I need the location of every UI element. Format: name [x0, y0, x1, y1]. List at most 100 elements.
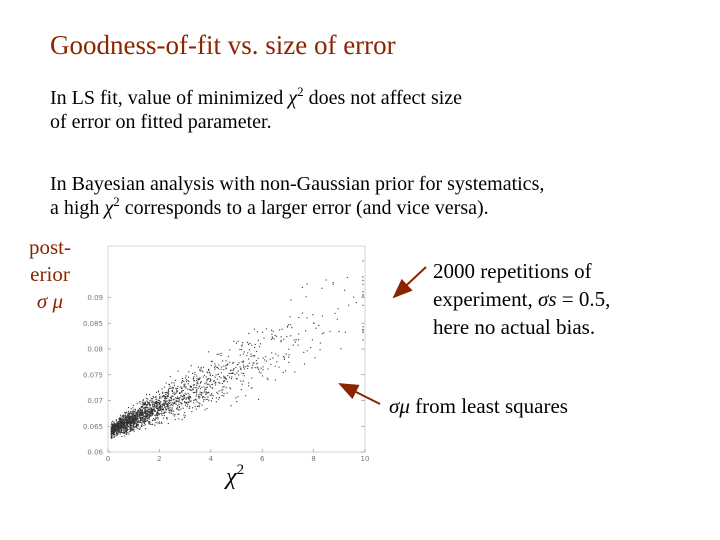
scatter-point: [170, 400, 172, 402]
scatter-point: [336, 318, 338, 320]
scatter-point: [141, 405, 143, 407]
scatter-point: [124, 424, 126, 426]
scatter-point: [155, 402, 157, 404]
y-tick-label-0: 0.06: [87, 449, 103, 457]
scatter-point: [152, 398, 154, 400]
scatter-point: [133, 416, 135, 418]
scatter-point: [136, 420, 138, 422]
scatter-point: [262, 369, 264, 371]
scatter-point: [159, 405, 162, 407]
scatter-point: [256, 362, 258, 364]
scatter-point: [189, 386, 192, 388]
scatter-point: [193, 380, 195, 382]
p1-text-a: In LS fit, value of minimized: [50, 87, 289, 109]
scatter-point: [183, 394, 185, 396]
scatter-point: [121, 424, 123, 426]
scatter-point: [176, 396, 179, 398]
scatter-point: [125, 432, 127, 435]
scatter-point: [152, 402, 154, 404]
scatter-point: [149, 410, 151, 412]
scatter-point: [161, 405, 163, 407]
scatter-point: [128, 420, 130, 422]
scatter-point: [188, 394, 190, 396]
scatter-point: [169, 375, 171, 378]
scatter-point: [178, 401, 180, 403]
scatter-point: [174, 402, 176, 404]
scatter-point: [143, 404, 145, 406]
scatter-point: [125, 429, 127, 431]
scatter-point: [128, 407, 130, 409]
scatter-point: [179, 397, 181, 399]
scatter-point: [210, 360, 213, 362]
scatter-point: [216, 378, 218, 380]
scatter-point: [254, 343, 256, 346]
x-axis-label: χ2: [226, 463, 244, 491]
scatter-point: [134, 412, 136, 414]
scatter-point: [188, 401, 190, 403]
scatter-point: [252, 362, 254, 364]
scatter-point: [138, 415, 141, 417]
scatter-point: [277, 355, 279, 357]
scatter-point: [214, 376, 216, 378]
scatter-point: [171, 402, 173, 404]
scatter-point: [130, 425, 132, 427]
scatter-point: [156, 403, 158, 405]
scatter-point: [141, 411, 144, 413]
scatter-point: [158, 421, 160, 423]
scatter-point: [206, 386, 208, 388]
scatter-point: [142, 415, 144, 417]
scatter-point: [233, 362, 235, 364]
scatter-point: [183, 414, 185, 416]
scatter-point: [167, 400, 169, 402]
scatter-point: [265, 360, 267, 362]
scatter-point: [165, 397, 167, 399]
scatter-point: [196, 378, 198, 380]
scatter-point: [206, 383, 208, 385]
scatter-point: [211, 387, 213, 389]
scatter-point: [163, 386, 165, 388]
scatter-point: [154, 403, 156, 405]
scatter-point: [112, 430, 114, 432]
scatter-point: [116, 432, 118, 434]
scatter-point: [116, 423, 118, 425]
scatter-point: [344, 331, 346, 333]
scatter-point: [153, 405, 155, 407]
scatter-point: [142, 403, 144, 405]
scatter-point: [135, 416, 137, 418]
scatter-point: [116, 419, 118, 421]
scatter-point: [130, 418, 132, 420]
scatter-point: [156, 405, 159, 407]
scatter-point: [135, 423, 137, 425]
scatter-point: [340, 348, 342, 350]
scatter-point: [311, 339, 313, 341]
scatter-point: [161, 409, 163, 411]
scatter-point: [122, 419, 125, 421]
scatter-point: [137, 425, 139, 427]
scatter-point: [163, 395, 165, 397]
scatter-point: [121, 418, 123, 420]
scatter-point: [154, 409, 156, 411]
scatter-point: [175, 401, 177, 403]
scatter-point: [212, 374, 214, 377]
scatter-point: [230, 378, 232, 380]
scatter-point: [124, 423, 126, 425]
scatter-point: [130, 408, 132, 410]
scatter-point: [200, 366, 202, 368]
scatter-point: [174, 419, 176, 421]
scatter-point: [184, 412, 186, 414]
scatter-point: [165, 396, 167, 398]
scatter-point: [185, 402, 187, 404]
scatter-point: [202, 376, 204, 378]
scatter-point: [229, 349, 231, 351]
scatter-point: [130, 415, 132, 417]
scatter-point: [234, 373, 236, 376]
xlabel-chi: χ: [226, 464, 237, 490]
scatter-point: [275, 335, 278, 337]
scatter-point: [134, 410, 136, 412]
note-sigma-s: σs: [537, 287, 557, 311]
scatter-point: [125, 427, 128, 430]
scatter-point: [206, 371, 208, 373]
scatter-point: [150, 399, 152, 401]
scatter-point: [154, 406, 156, 408]
scatter-point: [243, 375, 245, 377]
